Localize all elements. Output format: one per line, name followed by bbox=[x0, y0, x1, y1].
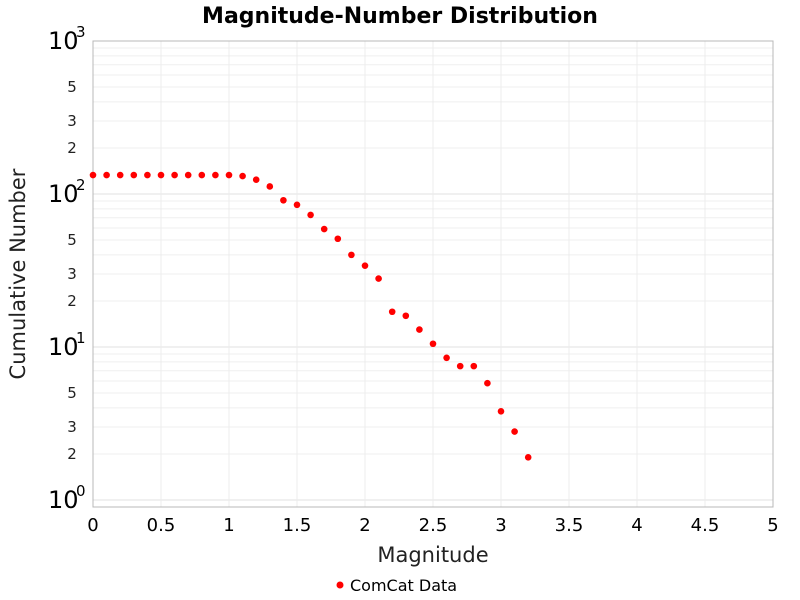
data-point bbox=[402, 312, 410, 320]
y-minor-tick-label: 2 bbox=[67, 292, 77, 310]
data-point bbox=[184, 171, 192, 179]
y-tick-base: 10 bbox=[48, 27, 79, 55]
y-minor-tick-label: 5 bbox=[67, 231, 77, 249]
data-point bbox=[116, 171, 124, 179]
y-tick-exponent: 0 bbox=[76, 482, 86, 500]
data-point bbox=[225, 171, 233, 179]
data-point bbox=[361, 262, 369, 269]
x-axis-label: Magnitude bbox=[377, 543, 488, 567]
data-point bbox=[470, 362, 478, 370]
legend-marker bbox=[336, 581, 344, 589]
x-tick-label: 5 bbox=[767, 515, 778, 536]
data-point bbox=[212, 171, 219, 179]
y-tick-exponent: 1 bbox=[76, 329, 86, 347]
y-tick-exponent: 3 bbox=[76, 23, 86, 41]
x-tick-label: 0 bbox=[87, 515, 98, 536]
y-major-tick-label: 102 bbox=[48, 176, 86, 208]
data-point bbox=[266, 183, 274, 190]
data-point bbox=[171, 171, 178, 179]
x-tick-label: 1.5 bbox=[283, 515, 312, 536]
chart-title: Magnitude-Number Distribution bbox=[202, 4, 598, 29]
y-tick-exponent: 2 bbox=[76, 176, 86, 194]
x-tick-label: 4.5 bbox=[691, 515, 720, 536]
x-tick-label: 4 bbox=[631, 515, 642, 536]
y-axis-label: Cumulative Number bbox=[6, 168, 30, 379]
x-axis-ticks: 0 0.5 1 1.5 2 2.5 3 3.5 4 4.5 5 bbox=[87, 515, 778, 536]
data-point bbox=[320, 225, 328, 233]
data-point bbox=[416, 326, 423, 333]
x-tick-label: 3.5 bbox=[555, 515, 584, 536]
data-point bbox=[334, 235, 342, 243]
data-point bbox=[456, 362, 464, 370]
y-minor-tick-label: 2 bbox=[67, 445, 77, 463]
data-point bbox=[293, 201, 301, 209]
data-point bbox=[429, 340, 437, 348]
data-point bbox=[511, 428, 518, 435]
data-point bbox=[89, 171, 97, 179]
data-point bbox=[103, 171, 110, 179]
y-tick-base: 10 bbox=[48, 180, 79, 208]
data-point bbox=[239, 172, 246, 180]
data-point bbox=[280, 196, 287, 204]
data-points bbox=[89, 171, 532, 461]
y-major-tick-label: 100 bbox=[48, 482, 86, 514]
y-minor-tick-label: 5 bbox=[67, 78, 77, 96]
y-minor-tick-label: 3 bbox=[67, 265, 77, 283]
x-tick-label: 0.5 bbox=[147, 515, 176, 536]
data-point bbox=[307, 211, 314, 219]
data-point bbox=[130, 171, 138, 179]
y-major-tick-label: 101 bbox=[48, 329, 86, 361]
legend: ComCat Data bbox=[336, 576, 457, 595]
data-point bbox=[388, 308, 396, 316]
data-point bbox=[497, 407, 505, 415]
y-minor-tick-label: 3 bbox=[67, 418, 77, 436]
data-point bbox=[375, 275, 382, 282]
plot-frame bbox=[92, 40, 774, 508]
y-minor-tick-label: 2 bbox=[67, 139, 77, 157]
data-point bbox=[198, 171, 206, 179]
x-tick-label: 2.5 bbox=[419, 515, 448, 536]
y-tick-base: 10 bbox=[48, 333, 79, 361]
data-point bbox=[348, 251, 355, 259]
data-point bbox=[252, 176, 260, 184]
legend-label: ComCat Data bbox=[350, 576, 457, 595]
y-tick-base: 10 bbox=[48, 486, 79, 514]
x-tick-label: 1 bbox=[223, 515, 234, 536]
x-tick-label: 3 bbox=[495, 515, 506, 536]
y-major-tick-label: 103 bbox=[48, 23, 86, 55]
data-point bbox=[144, 171, 151, 179]
data-point bbox=[443, 354, 450, 362]
x-tick-label: 2 bbox=[359, 515, 370, 536]
grid-lines bbox=[92, 40, 774, 507]
data-point bbox=[484, 379, 491, 387]
data-point bbox=[524, 454, 532, 461]
data-point bbox=[157, 171, 165, 179]
y-minor-tick-label: 3 bbox=[67, 112, 77, 130]
y-minor-tick-label: 5 bbox=[67, 384, 77, 402]
